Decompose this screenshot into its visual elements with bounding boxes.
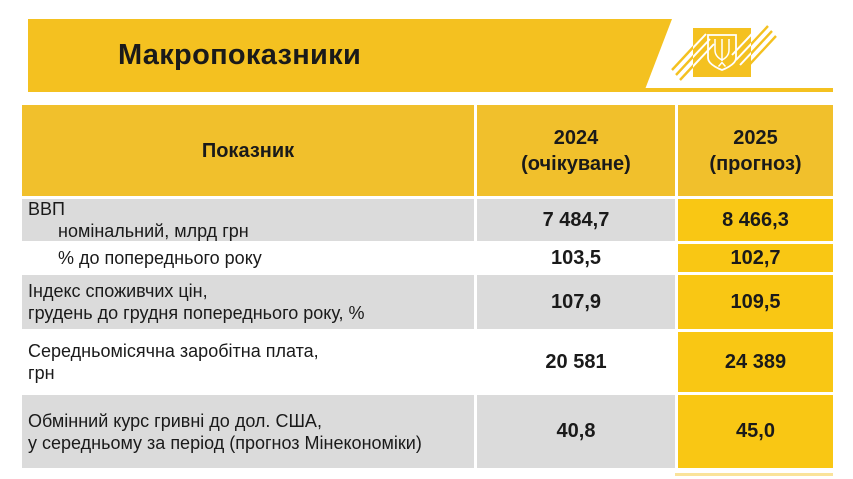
row-label: % до попереднього року [22,244,474,272]
value-2025: 109,5 [678,275,833,329]
value-2024: 20 581 [477,332,675,392]
row-label: ВВП номінальний, млрд грн [22,199,474,241]
value-2024: 7 484,7 [477,199,675,241]
value-2025: 8 466,3 [678,199,833,241]
macro-table: Показник 2024 (очікуване) 2025 (прогноз)… [22,105,833,468]
row-label: Індекс споживчих цін, грудень до грудня … [22,275,474,329]
value-2025: 24 389 [678,332,833,392]
tryzub-emblem-icon [671,25,777,81]
row-label: Обмінний курс гривні до дол. США, у сере… [22,395,474,468]
bottom-accent-sliver [675,473,833,476]
page-title: Макропоказники [118,39,362,71]
value-2024: 103,5 [477,244,675,272]
value-2024: 40,8 [477,395,675,468]
header-cell-2025: 2025 (прогноз) [678,105,833,196]
band-underline [640,88,833,92]
row-label: Середньомісячна заробітна плата, грн [22,332,474,392]
title-band: Макропоказники [28,19,672,92]
value-2025: 102,7 [678,244,833,272]
header-cell-indicator: Показник [22,105,474,196]
header-cell-2024: 2024 (очікуване) [477,105,675,196]
value-2025: 45,0 [678,395,833,468]
value-2024: 107,9 [477,275,675,329]
